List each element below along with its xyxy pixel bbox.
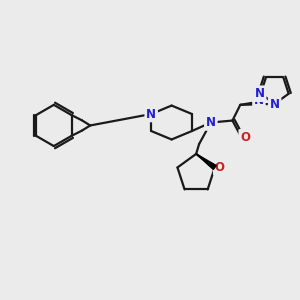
Text: O: O [240,131,250,144]
Text: N: N [146,107,156,121]
Text: O: O [215,161,225,174]
Text: N: N [255,87,265,100]
Polygon shape [196,154,216,170]
Text: N: N [254,94,264,107]
Text: N: N [270,98,280,111]
Text: N: N [206,116,216,129]
